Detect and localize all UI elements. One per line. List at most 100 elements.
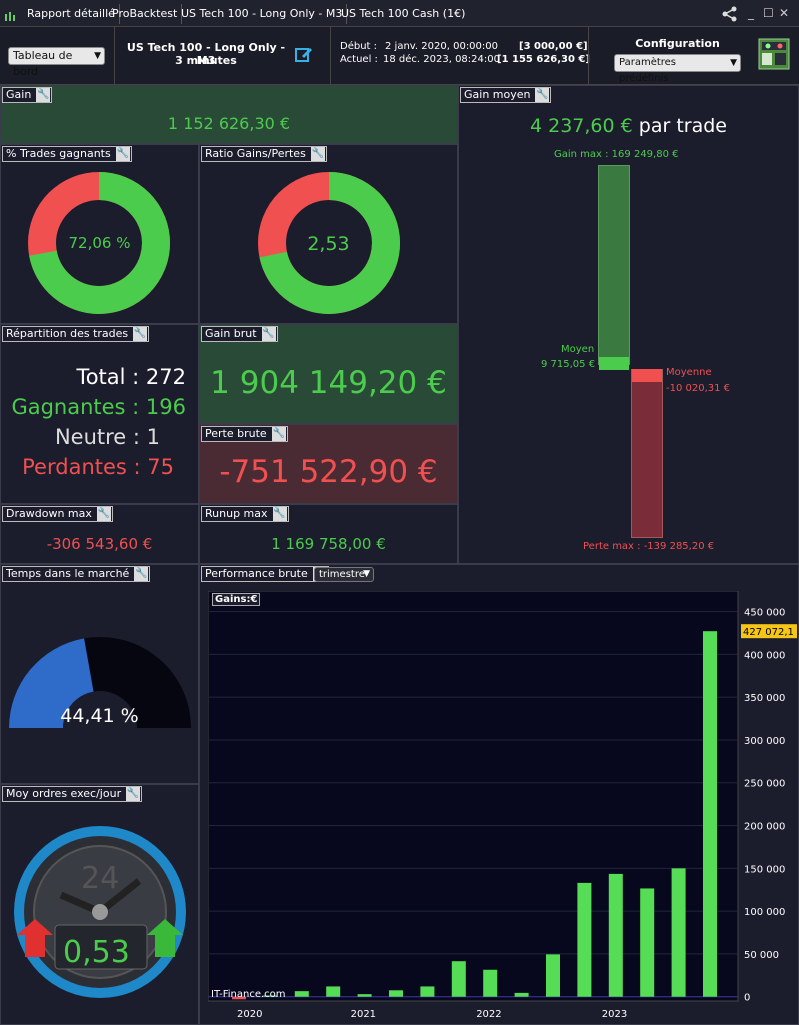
period-select-value: trimestre (319, 569, 365, 580)
runup-panel: Runup max 🔧 1 169 758,00 € (199, 504, 458, 564)
wrench-icon[interactable]: 🔧 (261, 327, 276, 341)
wrench-icon[interactable]: 🔧 (36, 88, 51, 102)
edit-icon[interactable] (295, 45, 313, 67)
watermark: IT-Finance.com (211, 989, 286, 1000)
header-bar: Tableau de bord ▼ US Tech 100 - Long Only… (0, 27, 799, 85)
performance-label: Performance brute (205, 567, 308, 580)
strategy-name: US Tech 100 - Long Only - M3 (126, 41, 286, 67)
config-select[interactable]: Paramètres prédéfinis ▼ (614, 54, 741, 84)
close-icon[interactable]: ✕ (779, 6, 790, 20)
bar (608, 873, 623, 997)
y-tick-label: 150 000 (744, 864, 785, 875)
start-value: [3 000,00 €] (519, 41, 588, 52)
perdantes-count: Perdantes : 75 (22, 455, 174, 479)
wrench-icon[interactable]: 🔧 (126, 787, 141, 801)
current-date: 18 déc. 2023, 08:24:00 (383, 54, 500, 65)
timeframe: 3 minutes (175, 54, 237, 67)
bar (451, 961, 466, 997)
y-tick-label: 250 000 (744, 779, 785, 790)
ratio-donut (258, 172, 400, 314)
bar (640, 888, 655, 997)
x-tick-label: 2022 (476, 1009, 501, 1020)
total-count: Total : 272 (76, 365, 186, 389)
bar (546, 954, 560, 997)
tab-instrument[interactable]: US Tech 100 Cash (1€) (341, 7, 466, 20)
ordres-value: 0,53 (63, 935, 130, 970)
runup-label: Runup max (205, 507, 268, 520)
gauge-fill (9, 638, 94, 728)
wrench-icon[interactable]: 🔧 (96, 507, 111, 521)
repartition-label: Répartition des trades (6, 327, 129, 340)
tab-rapport-detaille[interactable]: Rapport détaillé (23, 4, 120, 24)
panel-label: Répartition des trades 🔧 (2, 326, 150, 342)
bar (232, 996, 246, 1000)
perte-brute-label: Perte brute (205, 427, 267, 440)
pct-trades-value: 72,06 % (68, 234, 131, 252)
series-label: Gains:€ (212, 593, 261, 606)
bar (577, 882, 592, 997)
tab-probacktest[interactable]: ProBacktest (108, 4, 183, 24)
temps-gauge (9, 637, 191, 728)
view-select[interactable]: Tableau de bord ▼ (8, 47, 105, 78)
wrench-icon[interactable]: 🔧 (310, 147, 325, 161)
panel-label: Gain brut 🔧 (201, 326, 278, 342)
bar (420, 986, 435, 997)
wrench-icon[interactable]: 🔧 (133, 327, 148, 341)
y-tick-label: 200 000 (744, 822, 785, 833)
configuration-icon[interactable] (758, 38, 790, 74)
moyen-label: Moyen (561, 344, 595, 355)
chevron-down-icon: ▼ (363, 569, 370, 579)
x-tick-label: 2021 (351, 1009, 376, 1020)
period-select[interactable]: trimestre ▼ (314, 567, 374, 582)
maximize-icon[interactable]: ☐ (763, 6, 774, 20)
panel-label: % Trades gagnants 🔧 (2, 146, 132, 162)
drawdown-panel: Drawdown max 🔧 -306 543,60 € (0, 504, 199, 564)
config-select-value: Paramètres prédéfinis (619, 57, 677, 84)
view-select-value: Tableau de bord (13, 49, 73, 78)
temps-label: Temps dans le marché (6, 567, 130, 580)
panel-label: Gain moyen 🔧 (460, 87, 552, 103)
gain-average-marker (599, 357, 629, 370)
divider (114, 27, 115, 85)
pct-trades-panel: % Trades gagnants 🔧 72,06 % (0, 144, 199, 324)
x-tick-label: 2020 (237, 1009, 262, 1020)
gain-brut-panel: Gain brut 🔧 1 904 149,20 € (199, 324, 458, 424)
clock-gauge-icon (14, 826, 186, 998)
bar (263, 995, 278, 997)
bar (514, 992, 529, 997)
wrench-icon[interactable]: 🔧 (134, 567, 149, 581)
tab-strategy[interactable]: US Tech 100 - Long Only - M3 (177, 4, 348, 24)
gain-label: Gain (6, 88, 32, 101)
bar (671, 868, 686, 997)
y-tick-label: 50 000 (744, 950, 779, 961)
gain-moyen-headline: 4 237,60 € par trade (459, 115, 798, 137)
perte-brute-panel: Perte brute 🔧 -751 522,90 € (199, 424, 458, 504)
share-icon[interactable] (722, 6, 738, 26)
tab-bar: Rapport détaillé ProBacktest US Tech 100… (0, 0, 799, 27)
y-tick-label: 0 (744, 993, 750, 1004)
performance-panel: Performance brute🔧 trimestre▼ 0 50 000 100… (199, 564, 799, 1025)
panel-label: Perte brute 🔧 (201, 426, 288, 442)
wrench-icon[interactable]: 🔧 (272, 507, 287, 521)
bar (357, 994, 372, 997)
moyen-value: 9 715,05 € (541, 359, 596, 370)
moyenne-value: -10 020,31 € (666, 383, 731, 394)
minimize-icon[interactable]: _ (748, 6, 754, 20)
x-tick-label: 2023 (602, 1009, 627, 1020)
panel-label: Runup max 🔧 (201, 506, 289, 522)
wrench-icon[interactable]: 🔧 (535, 88, 550, 102)
ordres-label: Moy ordres exec/jour (6, 787, 122, 800)
bar (483, 969, 498, 997)
gain-moyen-panel: Gain moyen 🔧 4 237,60 € par trade Gain ma… (458, 85, 799, 564)
panel-label: Drawdown max 🔧 (2, 506, 113, 522)
divider (588, 27, 589, 85)
start-date: 2 janv. 2020, 00:00:00 (385, 41, 499, 52)
y-tick-label: 400 000 (744, 650, 785, 661)
last-value-tag (741, 624, 797, 639)
neutre-count: Neutre : 1 (54, 425, 160, 449)
gain-brut-label: Gain brut (205, 327, 257, 340)
wrench-icon[interactable]: 🔧 (115, 147, 130, 161)
divider (330, 27, 331, 85)
wrench-icon[interactable]: 🔧 (271, 427, 286, 441)
perte-max-label: Perte max : -139 285,20 € (583, 541, 715, 552)
